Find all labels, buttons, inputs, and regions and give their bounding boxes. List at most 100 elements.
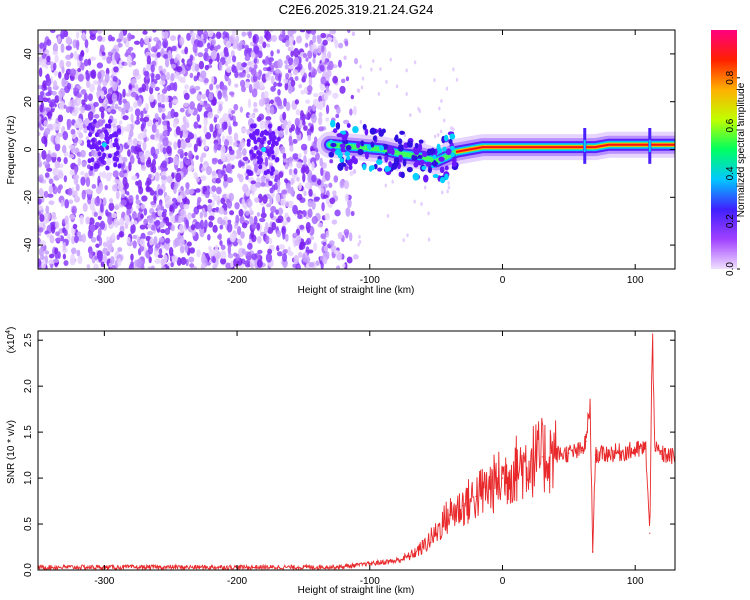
noise-blob (324, 212, 330, 221)
noise-blob (184, 245, 189, 253)
noise-blob (239, 106, 244, 113)
noise-blob (350, 94, 355, 100)
noise-blob (325, 230, 330, 238)
noise-blob (225, 163, 233, 174)
noise-blob (372, 58, 375, 63)
noise-blob (290, 177, 294, 185)
noise-blob (284, 59, 289, 64)
noise-blob (69, 259, 76, 266)
noise-blob (239, 71, 246, 78)
transition-blob (360, 140, 365, 147)
transition-blob (414, 142, 419, 149)
noise-blob (385, 79, 388, 84)
noise-blob (308, 188, 313, 197)
noise-blob (89, 223, 96, 233)
noise-blob (289, 144, 294, 152)
noise-blob (38, 187, 44, 197)
noise-blob (107, 51, 113, 57)
noise-blob (307, 208, 313, 218)
noise-blob (161, 160, 168, 169)
noise-blob (255, 177, 262, 183)
noise-blob (285, 200, 290, 207)
cluster-blob (267, 151, 272, 157)
cluster-blob (267, 123, 272, 129)
noise-blob (45, 153, 52, 163)
noise-blob (43, 120, 48, 128)
noise-blob (320, 187, 325, 194)
noise-blob (154, 171, 160, 182)
noise-blob (278, 99, 282, 107)
transition-blob (444, 165, 449, 171)
cluster-blob (88, 132, 93, 138)
noise-blob (39, 42, 45, 50)
snr-point (455, 509, 457, 511)
y-tick-label: -40 (23, 237, 34, 252)
noise-blob (251, 253, 258, 261)
noise-blob (439, 129, 443, 134)
transition-blob (394, 136, 398, 142)
noise-blob (173, 81, 178, 92)
noise-blob (208, 215, 215, 221)
noise-blob (188, 256, 195, 263)
noise-blob (41, 135, 48, 145)
noise-blob (137, 236, 141, 245)
noise-blob (147, 266, 151, 269)
noise-blob (306, 226, 311, 234)
noise-blob (255, 181, 262, 188)
noise-blob (150, 46, 157, 53)
noise-blob (237, 225, 242, 236)
noise-blob (284, 178, 289, 184)
noise-blob (321, 45, 325, 53)
transition-blob (406, 140, 413, 148)
noise-blob (241, 127, 247, 133)
noise-blob (286, 216, 291, 223)
noise-blob (54, 237, 62, 243)
noise-blob (423, 185, 427, 190)
snr-point (594, 454, 596, 456)
noise-blob (209, 123, 214, 133)
noise-blob (238, 208, 244, 217)
snr-y-ticks: 0.0 0.5 1.0 1.5 2.0 2.5 (23, 333, 675, 577)
noise-blob (107, 215, 113, 225)
noise-blob (219, 240, 223, 246)
noise-blob (433, 134, 437, 139)
noise-blob (138, 87, 144, 93)
noise-blob (281, 30, 286, 39)
noise-blob (268, 180, 272, 187)
noise-blob (150, 53, 157, 58)
noise-blob (331, 219, 338, 225)
cluster-blob (271, 130, 276, 136)
noise-blob (352, 169, 357, 175)
noise-blob (162, 68, 167, 74)
noise-blob (317, 222, 324, 228)
noise-blob (184, 84, 189, 90)
noise-blob (157, 101, 162, 108)
noise-blob (242, 156, 249, 162)
noise-blob (44, 127, 51, 135)
noise-blob (403, 133, 407, 138)
snr-point (515, 468, 517, 470)
noise-blob (427, 237, 431, 242)
noise-blob (97, 119, 104, 127)
noise-blob (130, 78, 137, 85)
noise-blob (293, 47, 300, 58)
noise-blob (172, 155, 180, 166)
noise-blob (220, 219, 226, 226)
noise-blob (72, 223, 78, 230)
snr-point (395, 560, 397, 562)
noise-blob (191, 32, 196, 38)
noise-blob (109, 256, 115, 265)
noise-blob (307, 199, 313, 208)
snr-y-label: SNR (10 * v/v) (6, 420, 17, 484)
cluster-blob (105, 165, 110, 171)
noise-blob (320, 233, 327, 240)
noise-blob (150, 81, 156, 89)
noise-blob (332, 92, 339, 99)
colorbar-tick-label: 0.4 (725, 166, 736, 180)
cluster-peak (261, 147, 267, 152)
noise-blob (75, 31, 80, 39)
noise-blob (179, 160, 184, 170)
noise-blob (304, 181, 311, 190)
noise-blob (71, 205, 77, 215)
noise-blob (81, 233, 87, 243)
